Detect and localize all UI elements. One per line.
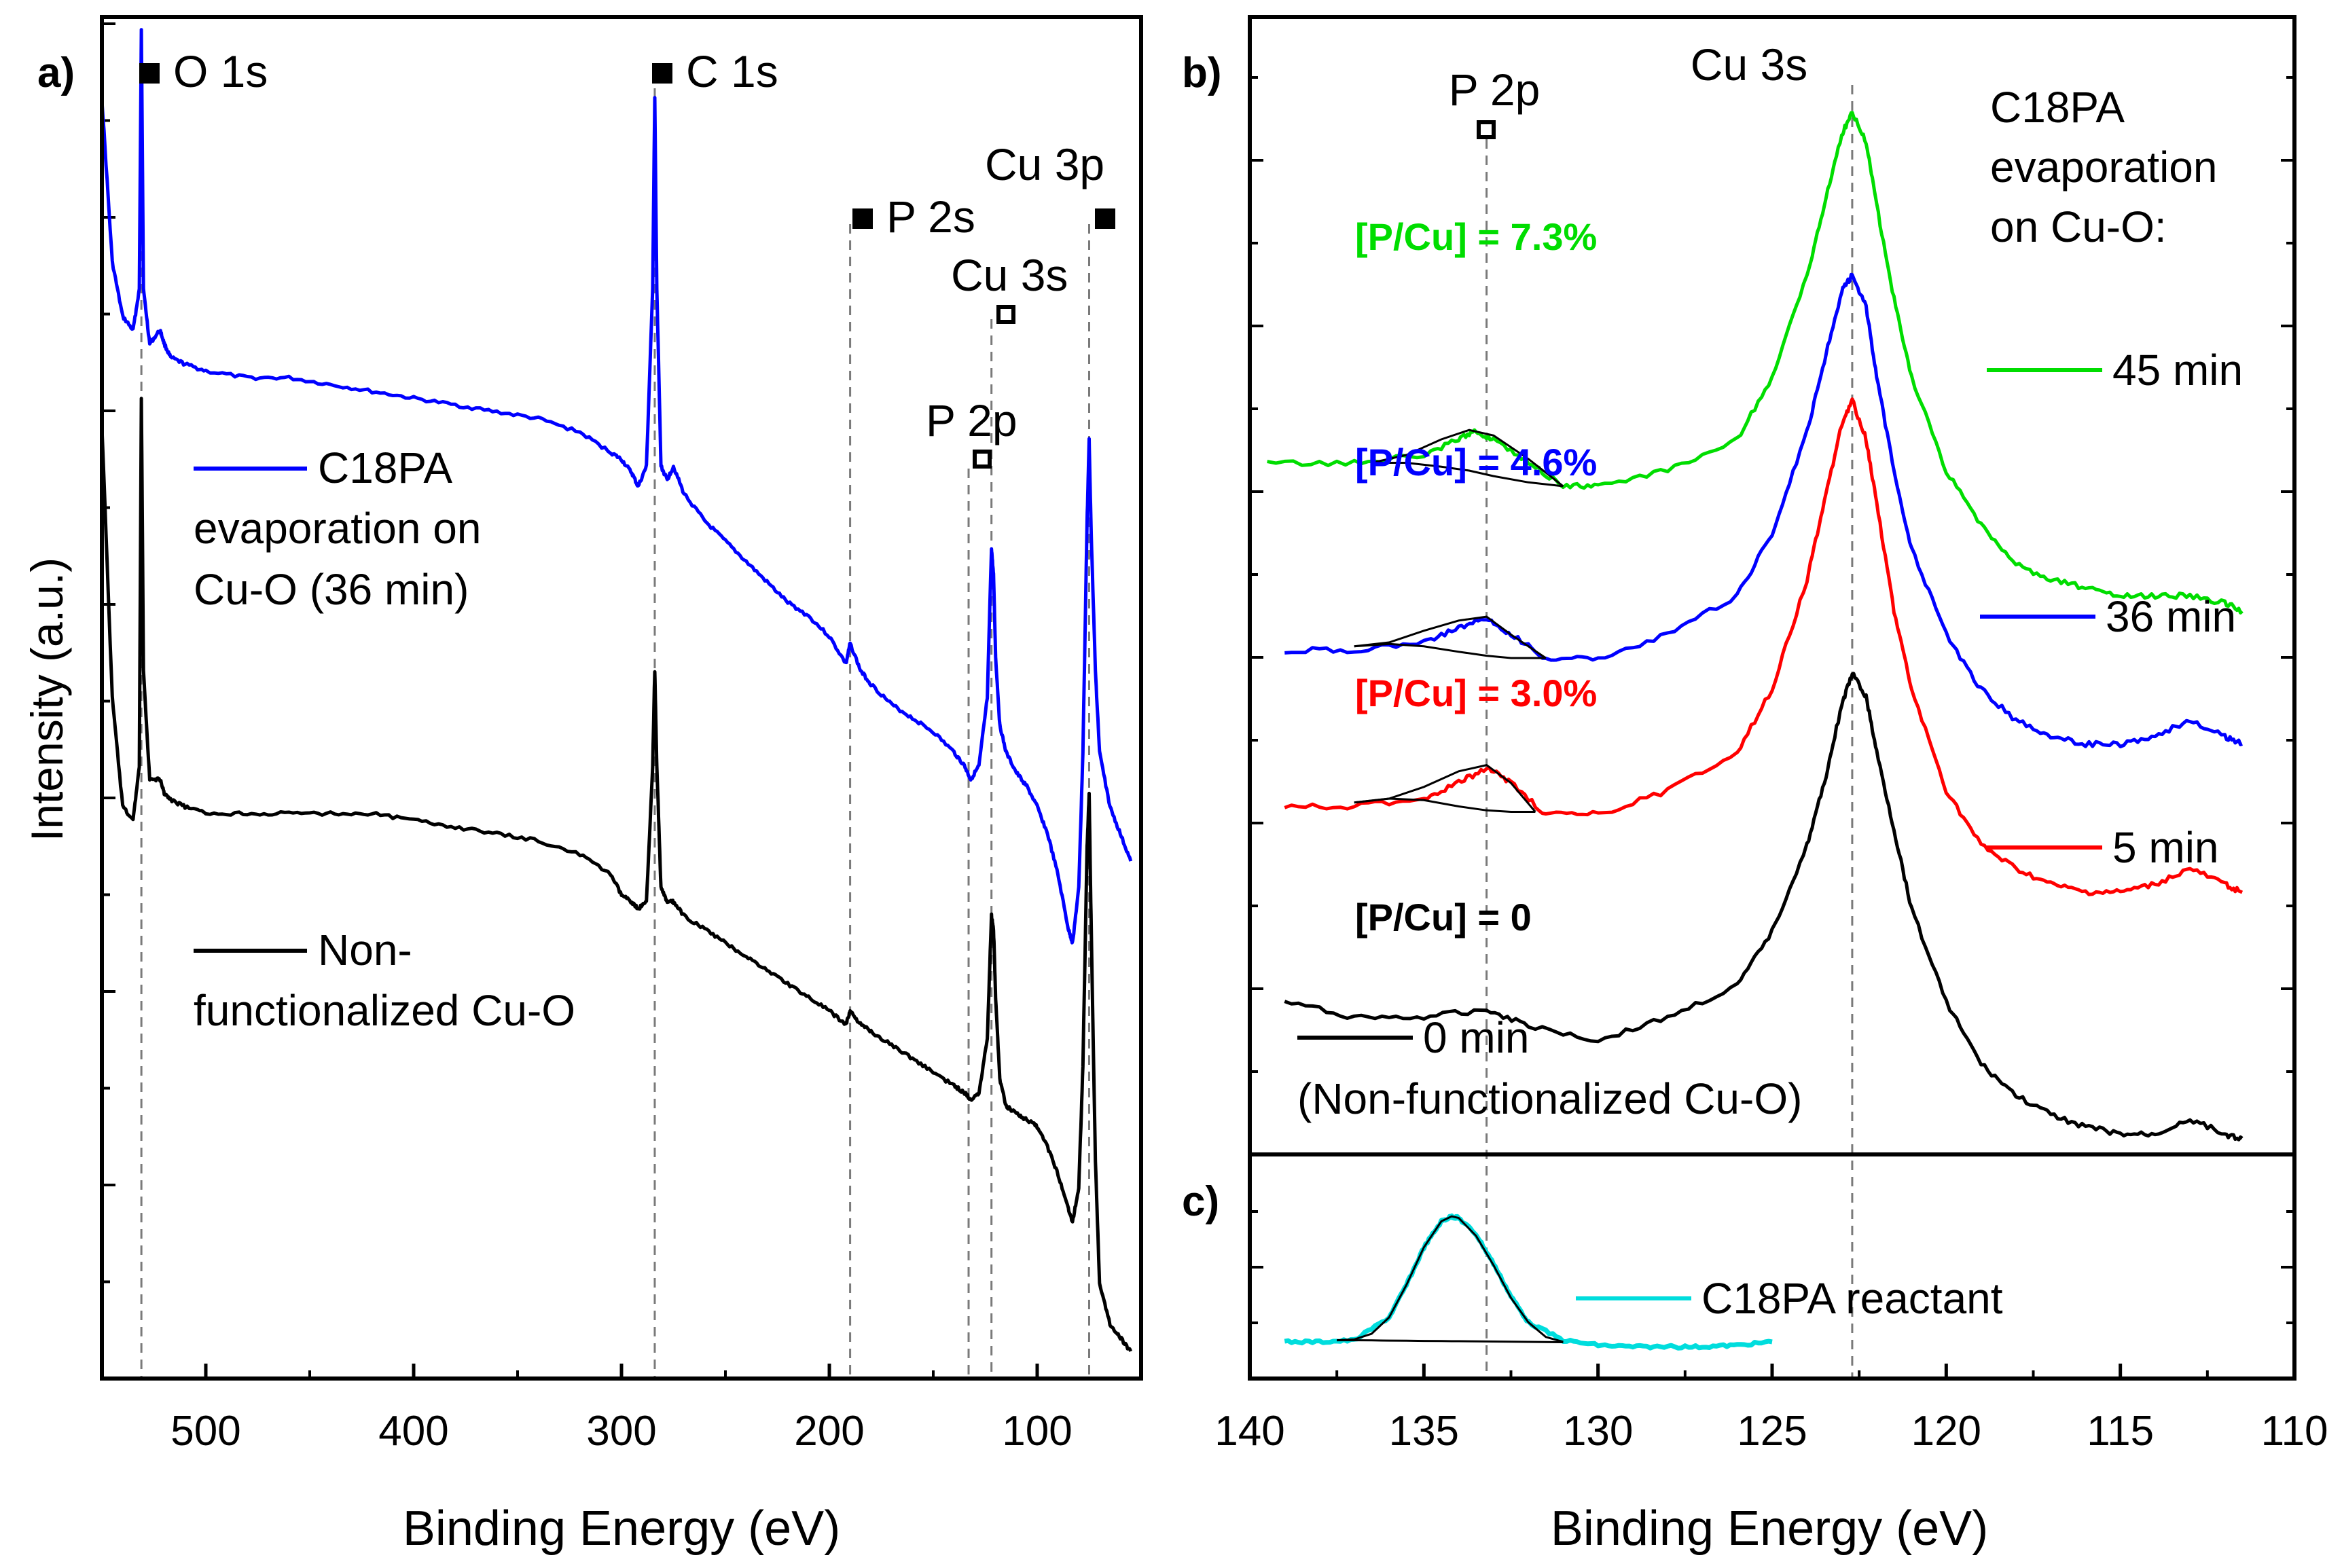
- a-peak-label: P 2s: [886, 192, 975, 242]
- b-fit-2: [1354, 615, 1547, 659]
- panel-b-ticks: 140 135 130 125 120 115 110: [1214, 76, 2328, 1455]
- a-series-0: [100, 28, 1133, 945]
- a-peak-label: P 2p: [926, 395, 1017, 445]
- filled-square-icon: [652, 63, 672, 84]
- b-series-0: [1284, 672, 2244, 1142]
- ratio-label-36min: [P/Cu] = 4.6%: [1355, 441, 1597, 484]
- legend-nonfunc-survey: Non- functionalized Cu-O: [194, 926, 575, 1035]
- a-xtick-label: 500: [170, 1408, 240, 1455]
- a-series-1: [100, 397, 1133, 1352]
- panel-a-ticks: 500 400 300 200 100: [101, 22, 1142, 1455]
- legend-5min-label: 5 min: [2112, 823, 2219, 872]
- panel-a: a) Intensity (a.u.) Binding Energy (eV) …: [22, 15, 1143, 1556]
- legend-36min-line-3: Cu-O (36 min): [194, 565, 469, 614]
- c-bg-0: [1337, 1339, 1564, 1343]
- a-xtick-label: 300: [586, 1408, 656, 1455]
- b-xtick-label: 110: [2261, 1408, 2328, 1455]
- b-xtick-label: 135: [1389, 1408, 1459, 1455]
- ratio-label-0min: [P/Cu] = 0: [1355, 896, 1532, 938]
- panel-b-label: b): [1182, 50, 1222, 96]
- panel-b-series: [1267, 111, 2244, 1142]
- b-bg-3: [1371, 462, 1564, 488]
- filled-square-icon: [1095, 208, 1115, 229]
- panel-c-series: [1284, 1213, 1773, 1351]
- c-fit-0: [1337, 1215, 1564, 1343]
- b-xtick-label: 120: [1911, 1408, 1981, 1455]
- a-peak-label: Cu 3p: [985, 139, 1104, 189]
- legend-title-line-1: C18PA: [1990, 83, 2125, 132]
- panel-b: b) Binding Energy (eV) 140 135 130 125 120 11…: [1182, 15, 2328, 1556]
- a-peak-label: O 1s: [173, 46, 268, 96]
- a-xtick-label: 400: [378, 1408, 448, 1455]
- panel-a-series: [100, 28, 1133, 1352]
- filled-square-icon: [139, 63, 160, 84]
- panel-a-frame: [100, 15, 1143, 1381]
- panel-a-label: a): [37, 50, 75, 96]
- b-series-2: [1284, 272, 2243, 748]
- a-xtick-label: 100: [1002, 1408, 1072, 1455]
- panel-c-frame: [1248, 1152, 2296, 1381]
- panel-bc-xlabel: Binding Energy (eV): [1551, 1501, 1988, 1556]
- legend-36min-line-1: C18PA: [318, 443, 452, 492]
- open-square-icon: [973, 450, 992, 469]
- open-square-icon: [996, 305, 1015, 324]
- legend-45min-label: 45 min: [2112, 346, 2243, 395]
- b-xtick-label: 130: [1563, 1408, 1633, 1455]
- ratio-label-5min: [P/Cu] = 3.0%: [1355, 672, 1597, 714]
- a-xtick-label: 200: [794, 1408, 864, 1455]
- b-xtick-label: 115: [2087, 1408, 2154, 1455]
- a-peak-label: Cu 3s: [951, 250, 1068, 300]
- b-fit-3: [1371, 429, 1564, 488]
- legend-0min-label: 0 min: [1423, 1013, 1530, 1062]
- legend-reactant-label: C18PA reactant: [1701, 1274, 2003, 1323]
- b-bg-1: [1354, 797, 1536, 813]
- b-xtick-label: 125: [1737, 1408, 1807, 1455]
- b-series-3: [1267, 111, 2244, 615]
- legend-0min-extra: (Non-functionalized Cu-O): [1297, 1074, 1802, 1123]
- legend-title-line-2: evaporation: [1990, 143, 2217, 192]
- peak-label-p2p-b: P 2p: [1449, 65, 1541, 115]
- legend-36min-survey: C18PA evaporation on Cu-O (36 min): [194, 443, 481, 614]
- filled-square-icon: [852, 208, 873, 229]
- legend-title-line-3: on Cu-O:: [1990, 202, 2167, 251]
- panel-c: c) C18PA reactant: [1182, 1152, 2296, 1381]
- panel-a-ylabel: Intensity (a.u.): [22, 558, 72, 841]
- panel-c-label: c): [1182, 1178, 1219, 1225]
- panel-b-guides: [1485, 85, 1854, 1379]
- b-bg-2: [1354, 642, 1546, 659]
- legend-nonfunc-line-2: functionalized Cu-O: [194, 986, 575, 1035]
- open-square-icon: [1477, 120, 1496, 139]
- ratio-label-45min: [P/Cu] = 7.3%: [1355, 215, 1597, 258]
- legend-36min-line-2: evaporation on: [194, 504, 481, 553]
- b-xtick-label: 140: [1214, 1408, 1284, 1455]
- panel-a-xlabel: Binding Energy (eV): [403, 1501, 840, 1556]
- peak-label-cu3s-b: Cu 3s: [1691, 39, 1807, 90]
- legend-nonfunc-line-1: Non-: [318, 926, 412, 974]
- a-peak-label: C 1s: [686, 46, 778, 96]
- legend-36min-label-b: 36 min: [2106, 592, 2236, 641]
